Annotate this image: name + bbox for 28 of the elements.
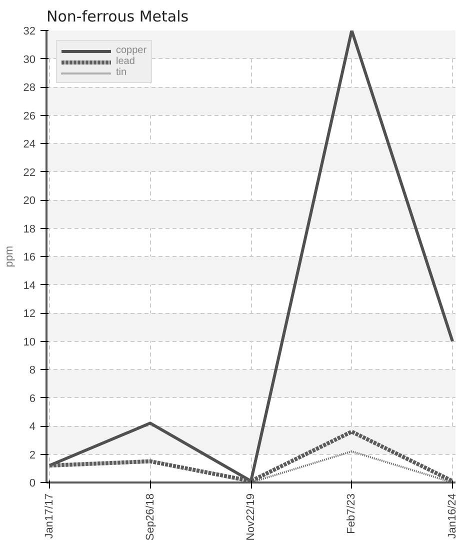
y-tick-label: 28 [23, 82, 36, 94]
x-tick-label: Jan16/24 [446, 493, 458, 539]
x-tick-label: Nov22/19 [245, 493, 257, 541]
y-tick-label: 18 [23, 223, 36, 236]
legend-label: copper [116, 45, 147, 56]
y-tick-label: 20 [23, 195, 36, 207]
x-tick-label: Sep26/18 [144, 493, 156, 541]
x-tick-label: Jan17/17 [44, 493, 56, 539]
y-tick-label: 14 [23, 280, 36, 292]
y-tick-label: 22 [23, 166, 36, 179]
y-axis-title: ppm [3, 246, 16, 268]
y-tick-label: 32 [23, 26, 36, 38]
y-tick-label: 6 [29, 392, 36, 405]
y-tick-label: 26 [23, 110, 36, 122]
y-tick-label: 0 [29, 478, 36, 490]
x-tick-label: Feb7/23 [346, 493, 358, 534]
y-tick-label: 24 [23, 138, 36, 150]
y-tick-label: 16 [23, 252, 36, 264]
y-tick-label: 2 [29, 449, 36, 462]
y-tick-label: 4 [29, 421, 36, 433]
legend-label: tin [116, 67, 128, 78]
line-series [48, 30, 454, 482]
y-tick-label: 10 [23, 336, 36, 348]
y-tick-label: 12 [23, 308, 36, 320]
y-tick-label: 30 [23, 54, 36, 66]
legend-label: lead [116, 56, 136, 67]
chart-title: Non-ferrous Metals [46, 8, 189, 26]
y-tick-label: 8 [29, 364, 36, 376]
